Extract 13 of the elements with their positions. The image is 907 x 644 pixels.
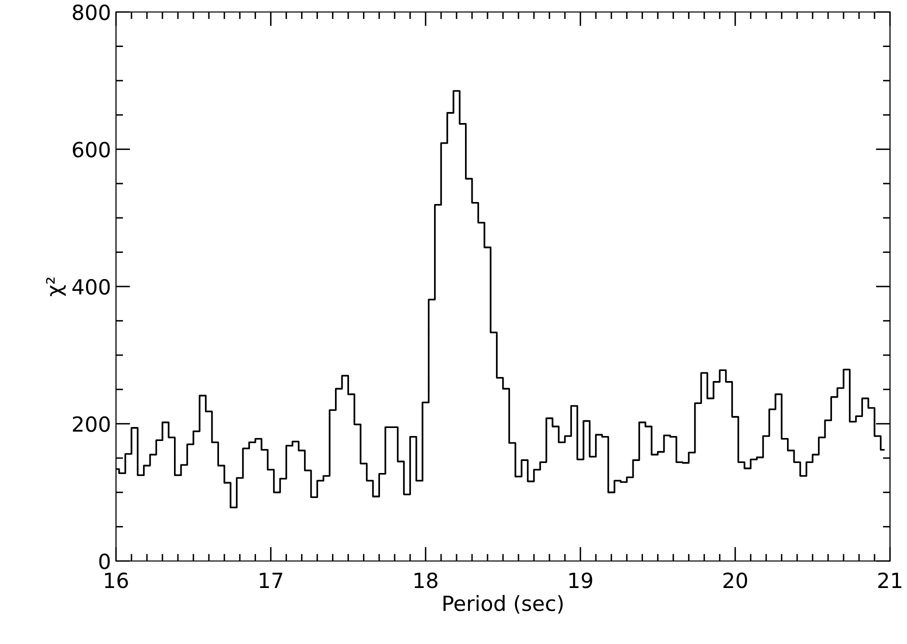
x-tick-label: 21 [878,572,902,588]
y-tick-label: 0 [99,553,110,570]
x-axis-title: Period (sec) [444,595,563,614]
y-axis-title: χ² [46,278,66,296]
y-tick-label: 200 [72,416,110,432]
y-tick-label: 800 [72,4,110,20]
x-tick-label: 20 [723,572,748,588]
x-tick-label: 19 [569,572,592,588]
y-tick-label: 600 [72,142,110,158]
x-tick-label: 16 [105,572,128,588]
x-tick-label: 18 [414,572,438,588]
x-tick-label: 17 [260,572,282,588]
y-tick-label: 400 [72,278,110,295]
